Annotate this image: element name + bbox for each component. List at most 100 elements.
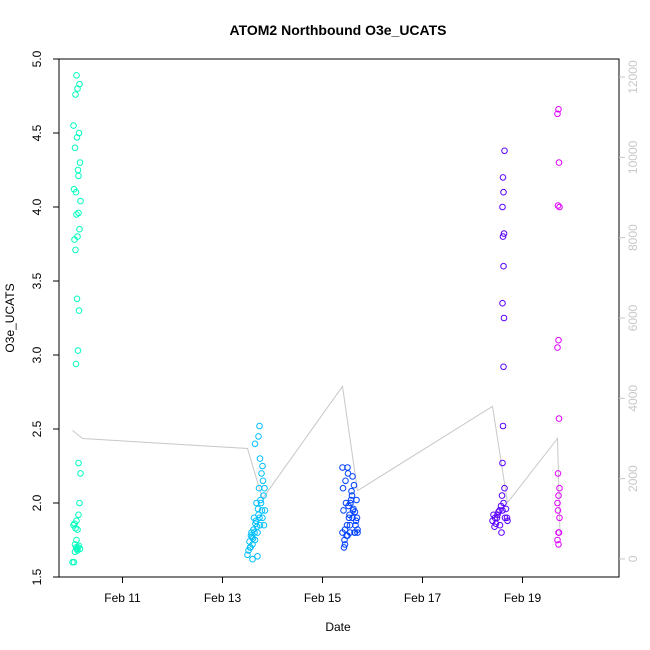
data-point: [555, 159, 563, 166]
data-point: [348, 492, 356, 499]
data-point: [71, 144, 79, 152]
data-point: [258, 470, 265, 477]
data-point: [554, 499, 561, 507]
data-point: [554, 536, 561, 544]
data-point: [491, 523, 498, 531]
y-tick-label: 3.5: [30, 272, 44, 289]
data-point: [75, 542, 83, 550]
data-point: [352, 517, 360, 525]
data-point: [76, 225, 83, 233]
data-point: [493, 514, 501, 522]
data-point: [500, 499, 507, 507]
data-point: [498, 529, 505, 536]
data-point: [258, 507, 266, 514]
y2-tick-label: 4000: [626, 385, 640, 412]
y-tick-label: 4.0: [30, 198, 44, 215]
data-point: [555, 106, 562, 113]
data-point: [350, 481, 358, 489]
data-point: [72, 188, 80, 196]
data-point: [496, 507, 503, 514]
data-point: [555, 492, 562, 499]
data-point: [554, 202, 562, 209]
data-point: [351, 508, 359, 516]
data-point: [77, 197, 84, 205]
data-point: [348, 487, 355, 495]
y2-tick-label: 8000: [626, 224, 640, 251]
data-point: [76, 80, 83, 88]
data-point: [77, 470, 84, 477]
data-point: [498, 492, 506, 499]
data-point: [347, 499, 354, 507]
data-point: [554, 507, 562, 514]
data-point: [74, 526, 81, 533]
data-point: [339, 464, 346, 471]
data-point: [75, 459, 82, 467]
data-point: [71, 541, 79, 548]
data-point: [556, 203, 563, 211]
data-point: [70, 558, 78, 566]
data-point: [72, 91, 79, 98]
data-point: [554, 470, 562, 477]
y-tick-label: 5.0: [30, 50, 44, 67]
data-point: [555, 529, 563, 536]
data-point: [72, 360, 80, 368]
data-point: [248, 529, 255, 536]
data-point: [74, 547, 81, 554]
data-point: [342, 477, 349, 485]
data-point: [555, 336, 562, 344]
data-point: [499, 203, 506, 211]
data-point: [251, 440, 259, 448]
data-point: [73, 536, 80, 544]
x-axis: Feb 11 Feb 13 Feb 15 Feb 17 Feb 19: [104, 577, 542, 605]
data-point: [74, 347, 82, 354]
y-tick-label: 3.0: [30, 346, 44, 363]
data-point: [250, 514, 258, 522]
y-tick-label: 4.5: [30, 124, 44, 141]
data-point: [244, 551, 251, 559]
data-point: [500, 230, 508, 237]
data-point: [256, 422, 263, 430]
data-point: [349, 507, 357, 514]
data-point: [500, 188, 507, 196]
data-point: [500, 314, 508, 322]
data-point: [495, 508, 502, 516]
y-tick-label: 2.5: [30, 420, 44, 437]
altitude-line: [72, 384, 561, 535]
data-point: [353, 514, 361, 522]
data-point: [260, 492, 267, 499]
data-point: [556, 514, 563, 522]
data-point: [554, 110, 561, 118]
data-point: [74, 166, 82, 174]
data-point: [499, 299, 506, 307]
data-point: [555, 541, 562, 548]
data-point: [499, 233, 507, 240]
data-point: [502, 505, 510, 513]
data-point: [354, 529, 361, 536]
data-point: [343, 521, 351, 529]
data-point: [253, 499, 260, 507]
data-point: [499, 422, 507, 430]
data-point: [254, 553, 261, 560]
data-point: [499, 507, 506, 514]
data-point: [251, 529, 258, 536]
x-tick-label: Feb 19: [504, 591, 542, 605]
y-axis-label: O3e_UCATS: [3, 283, 17, 352]
data-point: [501, 147, 508, 155]
y-tick-label: 1.5: [30, 568, 44, 585]
y2-tick-label: 6000: [626, 304, 640, 331]
altitude-trace: [72, 384, 561, 535]
data-point: [556, 484, 563, 492]
data-point: [249, 535, 257, 542]
data-point: [255, 433, 262, 440]
y2-tick-label: 2000: [626, 465, 640, 492]
data-point: [503, 514, 511, 522]
data-point: [351, 529, 358, 536]
data-point: [75, 172, 82, 180]
data-point: [500, 262, 507, 270]
data-point: [259, 462, 266, 470]
data-point: [261, 484, 268, 492]
data-point: [247, 544, 254, 551]
data-point: [260, 521, 268, 529]
data-point: [249, 555, 256, 563]
